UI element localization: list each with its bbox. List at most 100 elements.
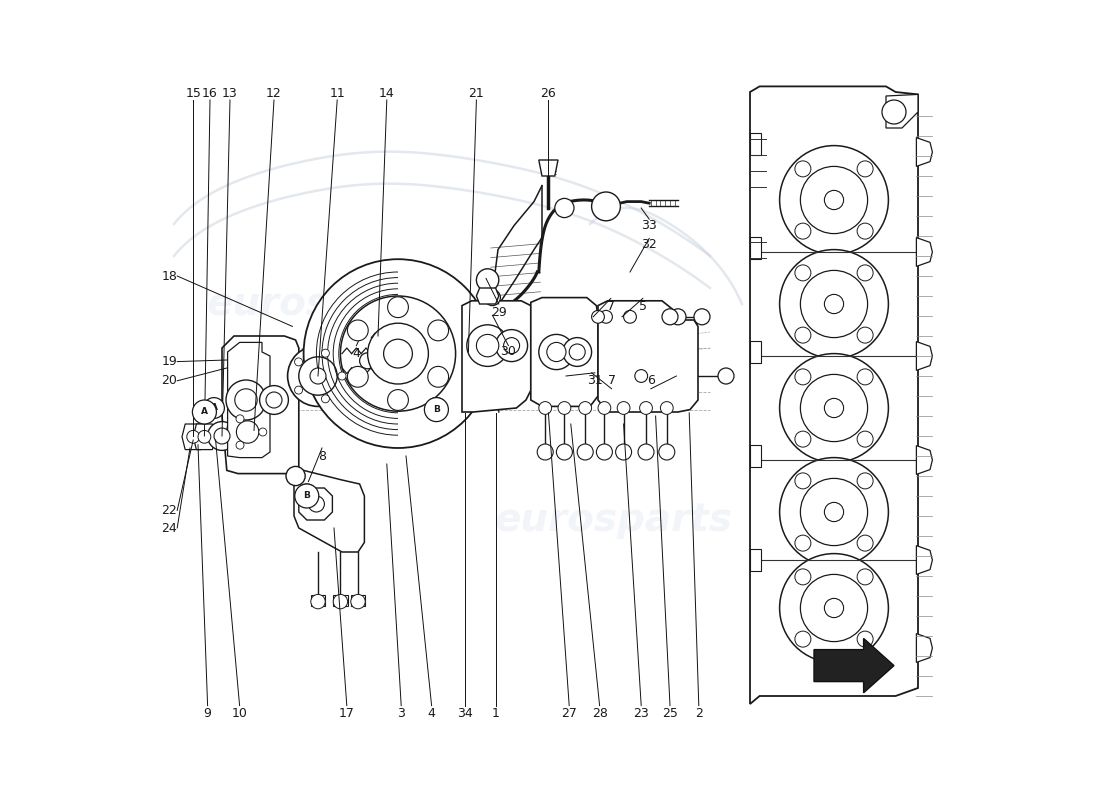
Circle shape: [466, 325, 508, 366]
Polygon shape: [750, 341, 761, 363]
Polygon shape: [598, 301, 698, 412]
Circle shape: [596, 444, 613, 460]
Circle shape: [780, 354, 889, 462]
Circle shape: [208, 422, 236, 450]
Polygon shape: [476, 288, 498, 304]
Text: 2: 2: [695, 707, 703, 720]
Circle shape: [296, 484, 317, 505]
Circle shape: [554, 198, 574, 218]
Circle shape: [321, 395, 329, 403]
Polygon shape: [750, 237, 761, 259]
Text: 23: 23: [634, 707, 649, 720]
Circle shape: [236, 441, 244, 449]
Circle shape: [795, 265, 811, 281]
Circle shape: [857, 265, 873, 281]
Text: 10: 10: [232, 707, 248, 720]
Text: 14: 14: [378, 87, 395, 100]
Circle shape: [295, 358, 302, 366]
Circle shape: [857, 327, 873, 343]
Circle shape: [795, 161, 811, 177]
Circle shape: [857, 369, 873, 385]
Circle shape: [857, 223, 873, 239]
Circle shape: [362, 330, 383, 350]
Circle shape: [616, 444, 631, 460]
Circle shape: [600, 310, 613, 323]
Text: 29: 29: [491, 306, 507, 318]
Circle shape: [227, 411, 268, 453]
Text: 33: 33: [641, 219, 657, 232]
Text: 22: 22: [162, 504, 177, 517]
Polygon shape: [299, 488, 332, 520]
Text: 8: 8: [318, 450, 326, 462]
Circle shape: [578, 444, 593, 460]
Polygon shape: [916, 138, 933, 166]
Circle shape: [824, 502, 844, 522]
Circle shape: [539, 402, 551, 414]
Text: 28: 28: [592, 707, 607, 720]
Polygon shape: [311, 595, 326, 606]
Circle shape: [857, 631, 873, 647]
Text: 12: 12: [266, 87, 282, 100]
Circle shape: [824, 294, 844, 314]
Circle shape: [635, 370, 648, 382]
Circle shape: [348, 320, 369, 341]
Circle shape: [857, 473, 873, 489]
Circle shape: [286, 466, 305, 486]
Circle shape: [824, 398, 844, 418]
Circle shape: [795, 569, 811, 585]
Text: 20: 20: [162, 374, 177, 387]
Text: 6: 6: [647, 374, 654, 387]
Circle shape: [387, 390, 408, 410]
Polygon shape: [750, 133, 761, 155]
Circle shape: [226, 380, 266, 420]
Circle shape: [795, 431, 811, 447]
Circle shape: [617, 402, 630, 414]
Circle shape: [428, 320, 449, 341]
Circle shape: [592, 310, 604, 323]
Text: 1: 1: [492, 707, 499, 720]
Circle shape: [795, 369, 811, 385]
Circle shape: [795, 327, 811, 343]
Circle shape: [295, 484, 319, 508]
Circle shape: [367, 323, 428, 384]
Circle shape: [266, 392, 282, 408]
Text: 34: 34: [458, 707, 473, 720]
Text: 27: 27: [561, 707, 578, 720]
Circle shape: [484, 290, 500, 306]
Circle shape: [504, 338, 519, 354]
Circle shape: [857, 569, 873, 585]
Polygon shape: [750, 549, 761, 571]
Circle shape: [308, 496, 324, 512]
Circle shape: [824, 190, 844, 210]
Circle shape: [857, 535, 873, 551]
Text: 24: 24: [162, 522, 177, 534]
Text: 17: 17: [339, 707, 354, 720]
Circle shape: [670, 309, 686, 325]
Polygon shape: [462, 301, 531, 412]
Circle shape: [824, 598, 844, 618]
Polygon shape: [886, 94, 918, 128]
Polygon shape: [367, 340, 377, 346]
Circle shape: [426, 398, 447, 418]
Circle shape: [659, 444, 674, 460]
Circle shape: [857, 431, 873, 447]
Circle shape: [304, 259, 493, 448]
Circle shape: [387, 297, 408, 318]
Circle shape: [476, 334, 498, 357]
Text: 3: 3: [397, 707, 405, 720]
Circle shape: [351, 594, 365, 609]
Polygon shape: [222, 336, 299, 474]
Text: 18: 18: [162, 270, 177, 282]
Circle shape: [795, 223, 811, 239]
Circle shape: [333, 594, 348, 609]
Text: 9: 9: [204, 707, 211, 720]
Circle shape: [558, 402, 571, 414]
Circle shape: [624, 310, 637, 323]
Circle shape: [598, 402, 611, 414]
Polygon shape: [194, 424, 216, 450]
Circle shape: [718, 368, 734, 384]
Text: B: B: [433, 405, 440, 414]
Text: 32: 32: [641, 238, 657, 251]
Circle shape: [287, 346, 349, 406]
Circle shape: [187, 430, 199, 443]
